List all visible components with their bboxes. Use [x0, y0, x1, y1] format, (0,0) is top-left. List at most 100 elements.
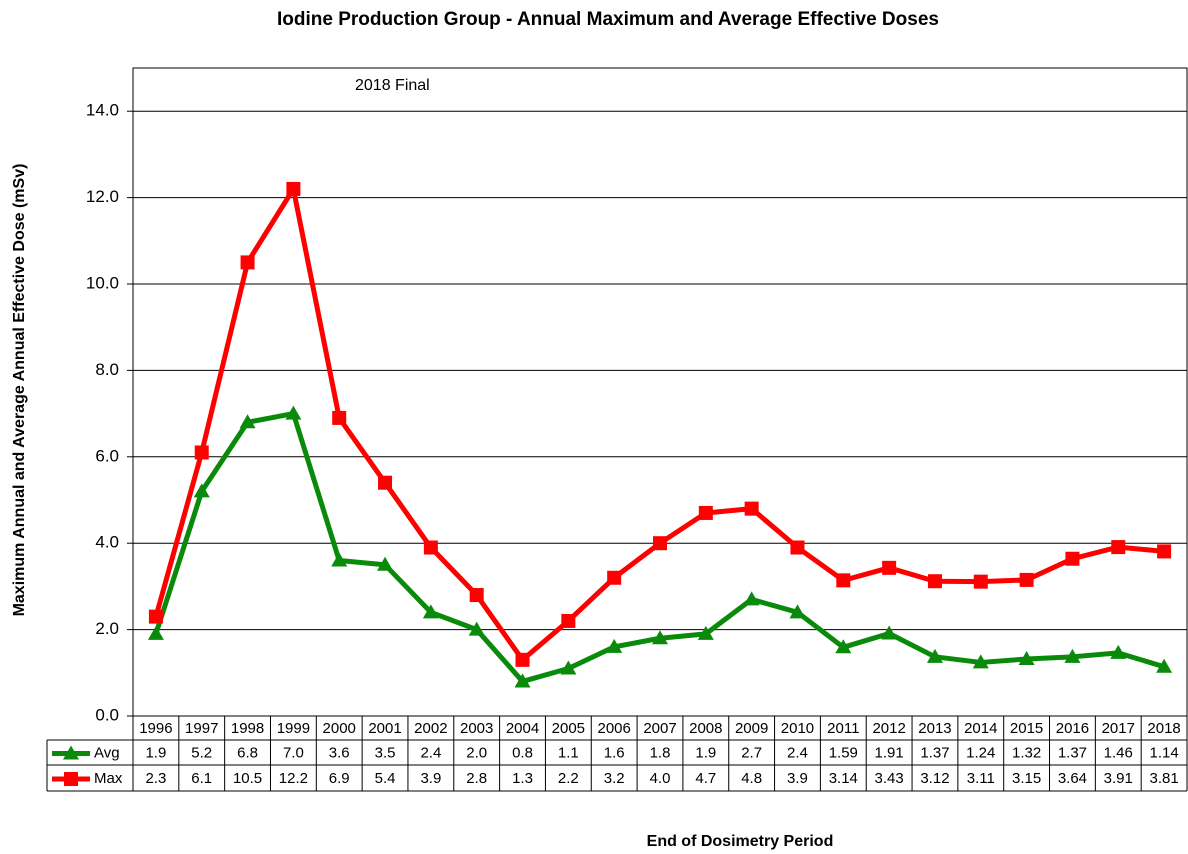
marker — [607, 570, 622, 585]
marker — [1157, 544, 1172, 559]
table-cell: 0.8 — [512, 744, 533, 761]
marker — [973, 574, 988, 589]
x-tick-label: 2018 — [1147, 720, 1180, 737]
marker — [377, 556, 394, 571]
marker — [194, 445, 209, 460]
table-cell: 3.5 — [375, 744, 396, 761]
y-tick-label: 10.0 — [86, 273, 119, 292]
legend-marker — [63, 745, 79, 760]
marker — [378, 475, 393, 490]
y-axis-label: Maximum Annual and Average Annual Effect… — [11, 164, 28, 617]
table-cell: 1.32 — [1012, 744, 1041, 761]
table-cell: 6.8 — [237, 744, 258, 761]
table-cell: 1.37 — [920, 744, 949, 761]
table-cell: 3.81 — [1149, 770, 1178, 787]
x-tick-label: 2015 — [1010, 720, 1043, 737]
marker — [744, 501, 759, 516]
x-tick-label: 2000 — [323, 720, 356, 737]
marker — [697, 625, 714, 640]
marker — [1064, 648, 1081, 663]
table-cell: 3.15 — [1012, 770, 1041, 787]
marker — [286, 181, 301, 196]
table-cell: 10.5 — [233, 770, 262, 787]
x-tick-label: 2014 — [964, 720, 997, 737]
marker — [1019, 572, 1034, 587]
y-tick-label: 12.0 — [86, 187, 119, 206]
y-tick-label: 4.0 — [95, 533, 119, 552]
x-axis-label: End of Dosimetry Period — [647, 833, 834, 850]
legend-label: Max — [94, 770, 123, 787]
table-cell: 2.3 — [145, 770, 166, 787]
table-cell: 3.91 — [1104, 770, 1133, 787]
x-tick-label: 2011 — [827, 720, 859, 737]
x-tick-label: 2007 — [643, 720, 676, 737]
marker — [881, 625, 898, 640]
y-tick-label: 8.0 — [95, 360, 119, 379]
table-cell: 2.4 — [420, 744, 441, 761]
marker — [193, 483, 210, 498]
table-cell: 1.24 — [966, 744, 995, 761]
table-cell: 1.59 — [829, 744, 858, 761]
marker — [836, 573, 851, 588]
table-cell: 1.14 — [1149, 744, 1178, 761]
x-tick-label: 2004 — [506, 720, 539, 737]
x-tick-label: 2012 — [872, 720, 905, 737]
marker — [331, 552, 348, 567]
y-tick-label: 2.0 — [95, 619, 119, 638]
x-tick-label: 2013 — [918, 720, 951, 737]
table-cell: 3.14 — [829, 770, 858, 787]
x-tick-label: 2006 — [597, 720, 630, 737]
table-cell: 2.0 — [466, 744, 487, 761]
marker — [1156, 658, 1173, 673]
marker — [469, 588, 484, 603]
y-tick-label: 0.0 — [95, 705, 119, 724]
marker — [653, 536, 667, 551]
table-cell: 3.2 — [604, 770, 625, 787]
x-tick-label: 2005 — [552, 720, 585, 737]
annotation: 2018 Final — [355, 77, 430, 94]
table-cell: 3.9 — [420, 770, 441, 787]
marker — [789, 604, 806, 619]
plot-area — [132, 67, 1188, 717]
table-cell: 1.8 — [650, 744, 671, 761]
marker — [652, 630, 668, 645]
table-cell: 1.1 — [558, 744, 579, 761]
marker — [972, 654, 989, 669]
marker — [835, 639, 852, 654]
table-cell: 1.6 — [604, 744, 625, 761]
table-cell: 1.91 — [875, 744, 904, 761]
marker — [561, 613, 576, 628]
marker — [560, 660, 577, 675]
marker — [285, 405, 302, 420]
y-tick-label: 14.0 — [86, 101, 119, 120]
marker — [148, 609, 163, 624]
table-cell: 6.1 — [191, 770, 212, 787]
x-tick-label: 1998 — [231, 720, 264, 737]
marker — [1018, 650, 1035, 665]
x-tick-label: 2001 — [368, 720, 401, 737]
x-tick-label: 2016 — [1056, 720, 1089, 737]
table-cell: 5.2 — [191, 744, 212, 761]
marker — [468, 621, 485, 636]
marker — [239, 414, 256, 429]
table-cell: 12.2 — [279, 770, 308, 787]
y-tick-label: 6.0 — [95, 446, 119, 465]
marker — [332, 410, 347, 425]
table-cell: 2.2 — [558, 770, 579, 787]
series-line — [153, 186, 1165, 663]
x-tick-label: 1997 — [185, 720, 218, 737]
table-cell: 4.7 — [695, 770, 716, 787]
marker — [790, 540, 805, 555]
marker — [1111, 540, 1126, 555]
marker — [515, 652, 530, 667]
table-cell: 7.0 — [283, 744, 304, 761]
table-cell: 4.0 — [650, 770, 671, 787]
marker — [423, 540, 438, 555]
marker — [514, 673, 531, 688]
marker — [698, 505, 713, 520]
table-cell: 4.8 — [741, 770, 762, 787]
table-cell: 3.6 — [329, 744, 350, 761]
marker — [606, 638, 623, 653]
x-tick-label: 1999 — [277, 720, 310, 737]
